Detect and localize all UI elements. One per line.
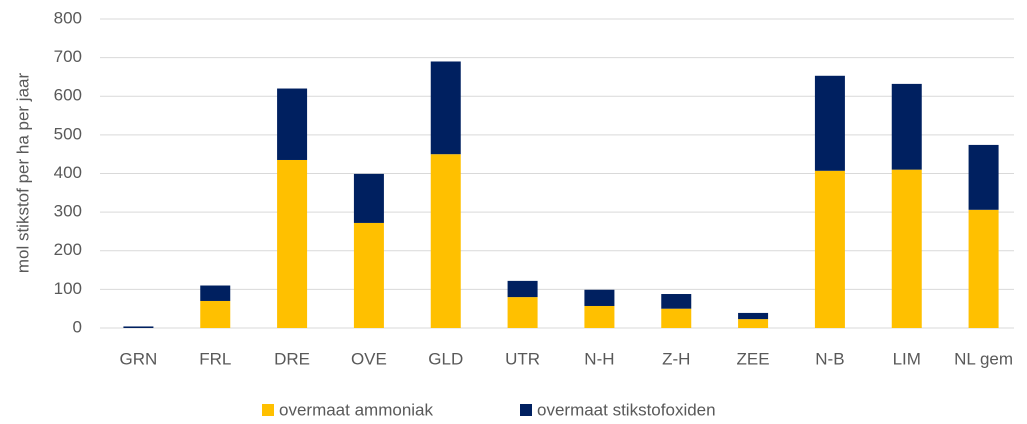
- x-tick-label: FRL: [199, 349, 231, 368]
- bar-segment: [507, 297, 538, 328]
- y-tick-label: 100: [54, 279, 82, 298]
- x-tick-label: LIM: [893, 349, 921, 368]
- bar-segment: [430, 61, 461, 155]
- bar-segment: [814, 75, 845, 171]
- legend-label: overmaat ammoniak: [279, 400, 434, 419]
- y-tick-label: 700: [54, 47, 82, 66]
- bar-segment: [277, 88, 308, 160]
- x-tick-label: N-B: [815, 349, 844, 368]
- bar-segment: [584, 289, 615, 306]
- x-tick-label: GRN: [120, 349, 158, 368]
- bar-segment: [200, 285, 231, 301]
- bar-segment: [584, 305, 615, 328]
- bar-segment: [507, 280, 538, 298]
- x-tick-label: N-H: [584, 349, 614, 368]
- y-tick-label: 300: [54, 202, 82, 221]
- bar-segment: [353, 173, 384, 223]
- bar-segment: [891, 169, 922, 328]
- y-axis-label: mol stikstof per ha per jaar: [13, 73, 32, 274]
- x-tick-label: DRE: [274, 349, 310, 368]
- bar-segment: [738, 312, 769, 320]
- bar-segment: [968, 209, 999, 328]
- x-tick-label: Z-H: [662, 349, 690, 368]
- y-tick-label: 200: [54, 240, 82, 259]
- y-tick-label: 600: [54, 86, 82, 105]
- bar-segment: [277, 159, 308, 328]
- x-tick-label: UTR: [505, 349, 540, 368]
- x-tick-label: ZEE: [737, 349, 770, 368]
- legend-swatch: [262, 404, 274, 416]
- bar-segment: [891, 83, 922, 170]
- bar-segment: [430, 154, 461, 328]
- bar-segment: [123, 326, 154, 328]
- bar-segment: [814, 170, 845, 328]
- legend-label: overmaat stikstofoxiden: [537, 400, 716, 419]
- bar-segment: [661, 308, 692, 328]
- bar-segment: [661, 294, 692, 309]
- x-tick-label: NL gem: [954, 349, 1013, 368]
- y-tick-label: 400: [54, 163, 82, 182]
- bar-segment: [353, 222, 384, 328]
- y-tick-label: 0: [73, 317, 82, 336]
- y-tick-label: 800: [54, 8, 82, 27]
- legend-swatch: [520, 404, 532, 416]
- y-tick-label: 500: [54, 124, 82, 143]
- bar-segment: [738, 319, 769, 328]
- bar-segment: [968, 144, 999, 210]
- bar-segment: [200, 300, 231, 328]
- x-tick-label: GLD: [428, 349, 463, 368]
- x-tick-label: OVE: [351, 349, 387, 368]
